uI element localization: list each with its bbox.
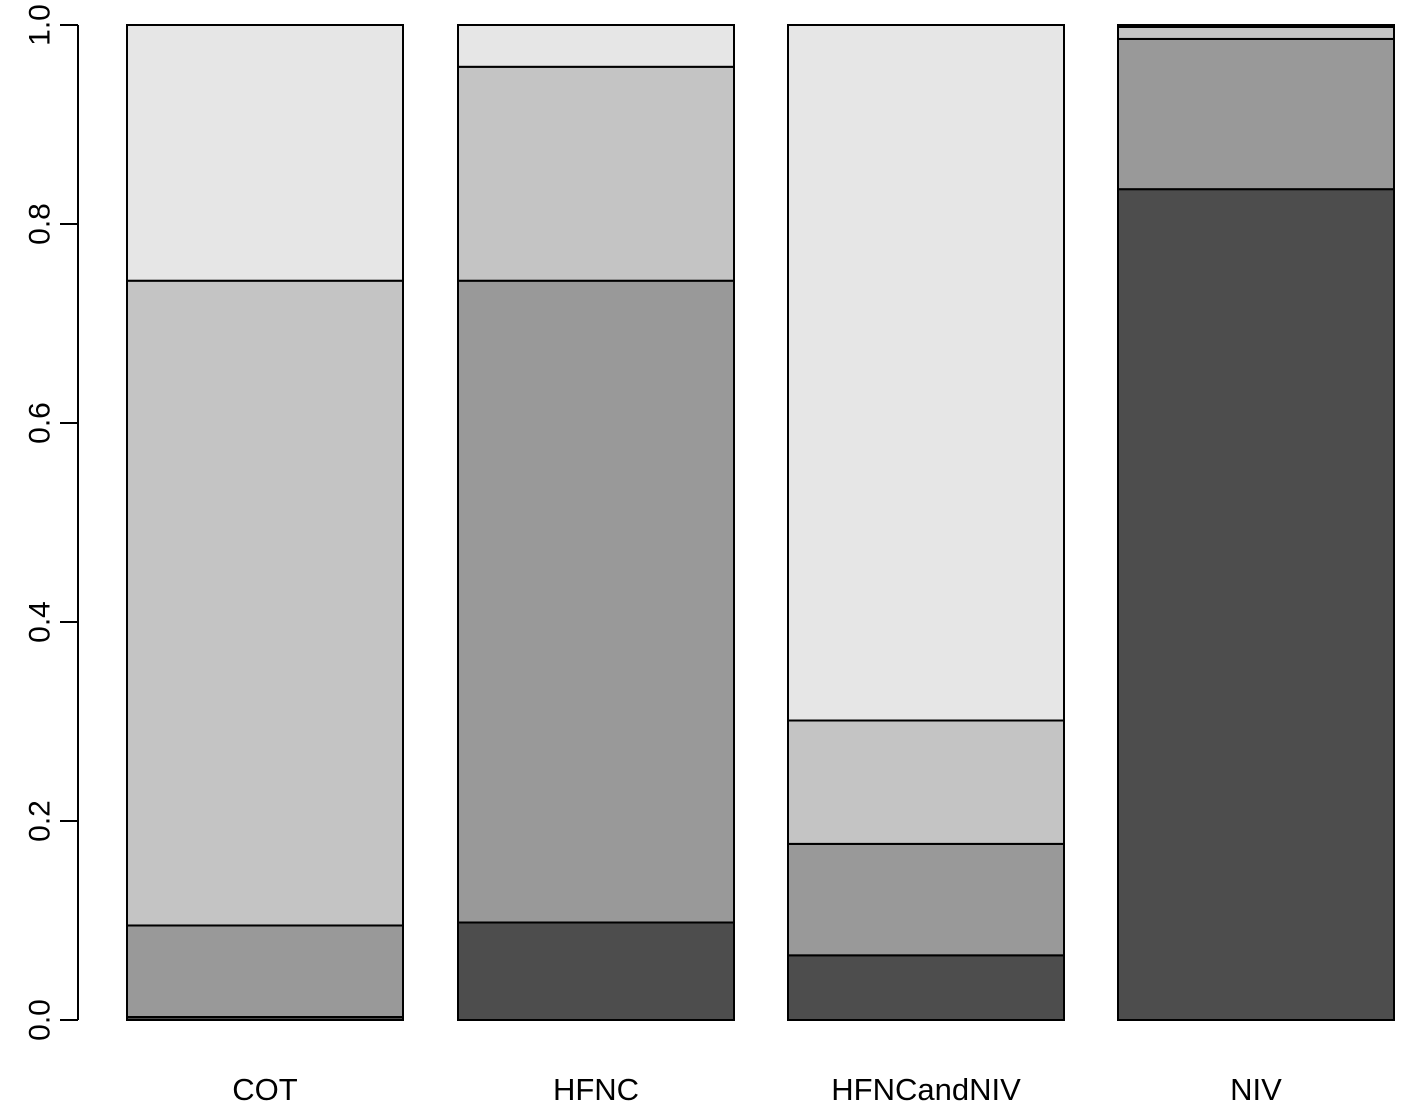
bar-segment — [457, 65, 735, 282]
bar-segment — [787, 842, 1065, 957]
bars — [126, 24, 1395, 1022]
bar-segment — [457, 24, 735, 68]
bar-segment — [457, 279, 735, 924]
bar-stack-cot — [126, 24, 404, 1022]
bar-segment — [787, 719, 1065, 845]
y-tick-label: 0.0 — [24, 999, 57, 1041]
y-tick-label: 0.2 — [24, 800, 57, 842]
bar-stack-hfnc — [457, 24, 735, 1021]
bar-segment — [787, 24, 1065, 722]
bar-segment — [1117, 24, 1395, 28]
bar-segment — [126, 24, 404, 282]
bar-segment — [1117, 25, 1395, 40]
y-tick-label: 0.6 — [24, 402, 57, 444]
x-tick-label: NIV — [1230, 1072, 1282, 1107]
bar-segment — [457, 921, 735, 1021]
y-tick-label: 0.8 — [24, 203, 57, 245]
x-tick-label: COT — [232, 1072, 298, 1107]
x-tick-label: HFNC — [553, 1072, 639, 1107]
y-axis: 0.0 0.2 0.4 0.6 0.8 1.0 — [24, 4, 79, 1041]
bar-segment — [1117, 37, 1395, 191]
bar-segment — [126, 279, 404, 927]
bar-stack-hfncandniv — [787, 24, 1065, 1022]
bar-segment — [787, 954, 1065, 1022]
x-axis-labels: COT HFNC HFNCandNIV NIV — [232, 1072, 1282, 1107]
bar-segment — [126, 924, 404, 1019]
y-tick-label: 0.4 — [24, 601, 57, 643]
y-tick-label: 1.0 — [24, 4, 57, 46]
x-tick-label: HFNCandNIV — [831, 1072, 1021, 1107]
bar-segment — [1117, 188, 1395, 1022]
bar-stack-niv — [1117, 24, 1395, 1022]
